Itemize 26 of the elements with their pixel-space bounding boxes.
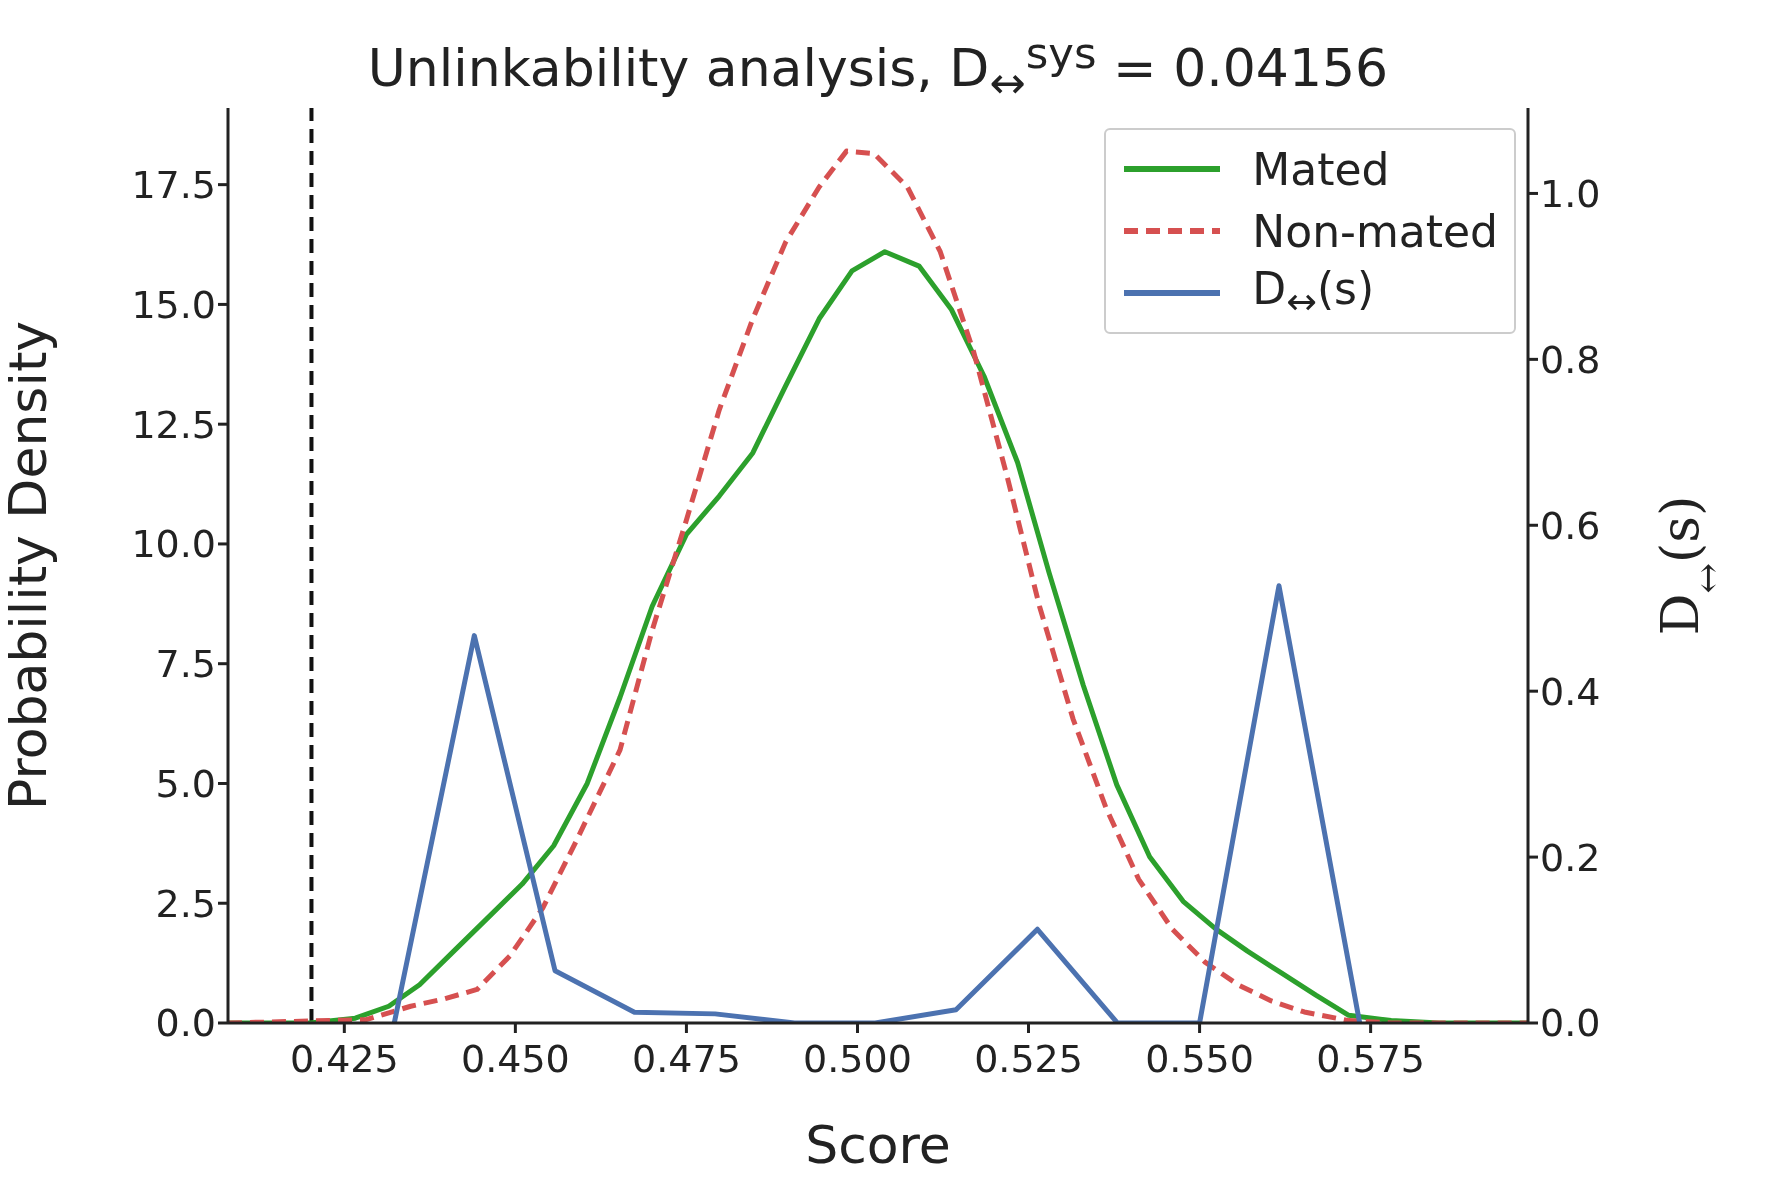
y2-tick-label: 0.6 [1540, 503, 1601, 548]
x-tick-label: 0.475 [632, 1036, 741, 1081]
y2-tick-label: 0.0 [1540, 1001, 1601, 1046]
legend-label: D$_{↔}$(s) [1252, 263, 1375, 323]
y-tick-label: 10.0 [131, 522, 216, 567]
y2-tick-label: 0.8 [1540, 337, 1601, 382]
x-tick-label: 0.450 [460, 1036, 570, 1081]
y-tick-label: 2.5 [155, 881, 216, 926]
y-tick-label: 5.0 [155, 761, 216, 806]
y2-tick-label: 1.0 [1540, 171, 1601, 216]
x-tick-label: 0.575 [1316, 1036, 1426, 1081]
y-tick-label: 12.5 [131, 402, 216, 447]
x-tick-label: 0.425 [289, 1036, 399, 1081]
y2-tick-label: 0.2 [1540, 835, 1601, 880]
legend-label: Mated [1252, 143, 1390, 195]
y-tick-label: 7.5 [155, 642, 216, 687]
y-tick-label: 15.0 [131, 282, 216, 327]
x-tick-label: 0.500 [803, 1036, 912, 1081]
y-tick-label: 17.5 [131, 163, 216, 208]
y-tick-label: 0.0 [155, 1001, 216, 1046]
x-tick-label: 0.550 [1145, 1036, 1254, 1081]
y2-tick-label: 0.4 [1540, 669, 1601, 714]
chart-title: Unlinkability analysis, D$_{↔}$$^{sys}$ = 0.04156 [366, 27, 1390, 108]
x-tick-label: 0.525 [974, 1036, 1083, 1081]
legend-label: Non-mated [1252, 205, 1498, 257]
x-axis-title: Score [805, 1115, 951, 1175]
